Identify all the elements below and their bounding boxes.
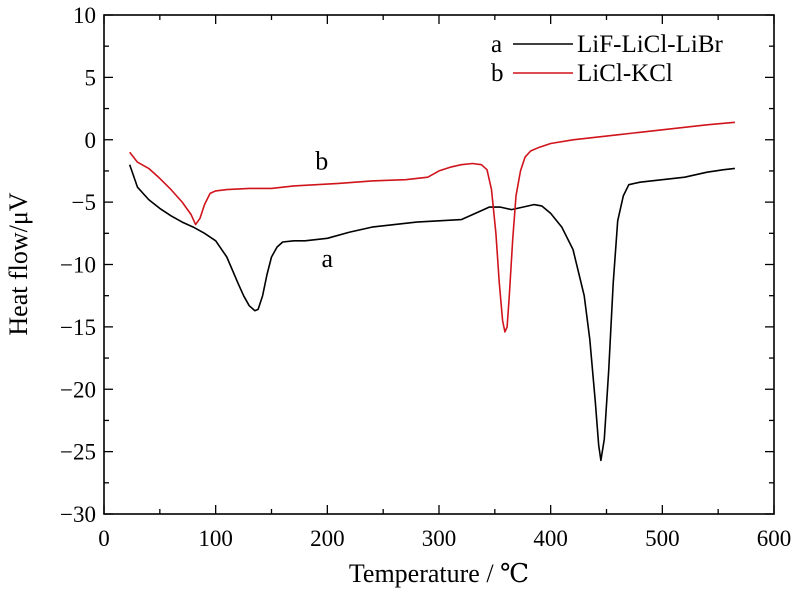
curve-label-a: a [322,244,334,273]
y-tick-label: −5 [72,190,96,215]
legend: a LiF-LiCl-LiBr b LiCl-KCl [491,31,724,87]
curve-label-b: b [315,147,328,176]
axis-tick-labels: 0 100 200 300 400 500 600 10 5 0 −5 −10 −15 −20 −25 −30 [60,3,791,551]
curve-annotations: ba [315,147,333,273]
y-tick-label: 0 [85,128,97,153]
legend-label-b: LiCl-KCl [577,60,673,87]
axis-ticks [103,14,775,515]
series-line-b [129,121,735,333]
x-tick-label: 400 [533,526,568,551]
y-tick-label: −30 [60,502,96,527]
legend-key-a: a [491,31,502,58]
x-tick-label: 500 [645,526,680,551]
y-tick-label: −25 [60,440,96,465]
y-tick-label: 5 [85,65,97,90]
y-tick-label: −10 [60,253,96,278]
legend-key-b: b [491,60,504,87]
x-tick-label: 200 [310,526,345,551]
plot-frame [103,14,775,515]
y-axis-title: Heat flow/μV [4,192,33,335]
x-tick-label: 0 [98,526,110,551]
x-tick-label: 300 [422,526,457,551]
y-tick-label: −20 [60,377,96,402]
x-tick-label: 600 [757,526,792,551]
y-tick-label: −15 [60,315,96,340]
series-line-a [128,164,735,462]
series-layer [128,121,735,462]
x-tick-label: 100 [198,526,233,551]
legend-label-a: LiF-LiCl-LiBr [577,31,724,58]
x-axis-title: Temperature / ℃ [349,559,529,588]
y-tick-label: 10 [73,3,96,28]
